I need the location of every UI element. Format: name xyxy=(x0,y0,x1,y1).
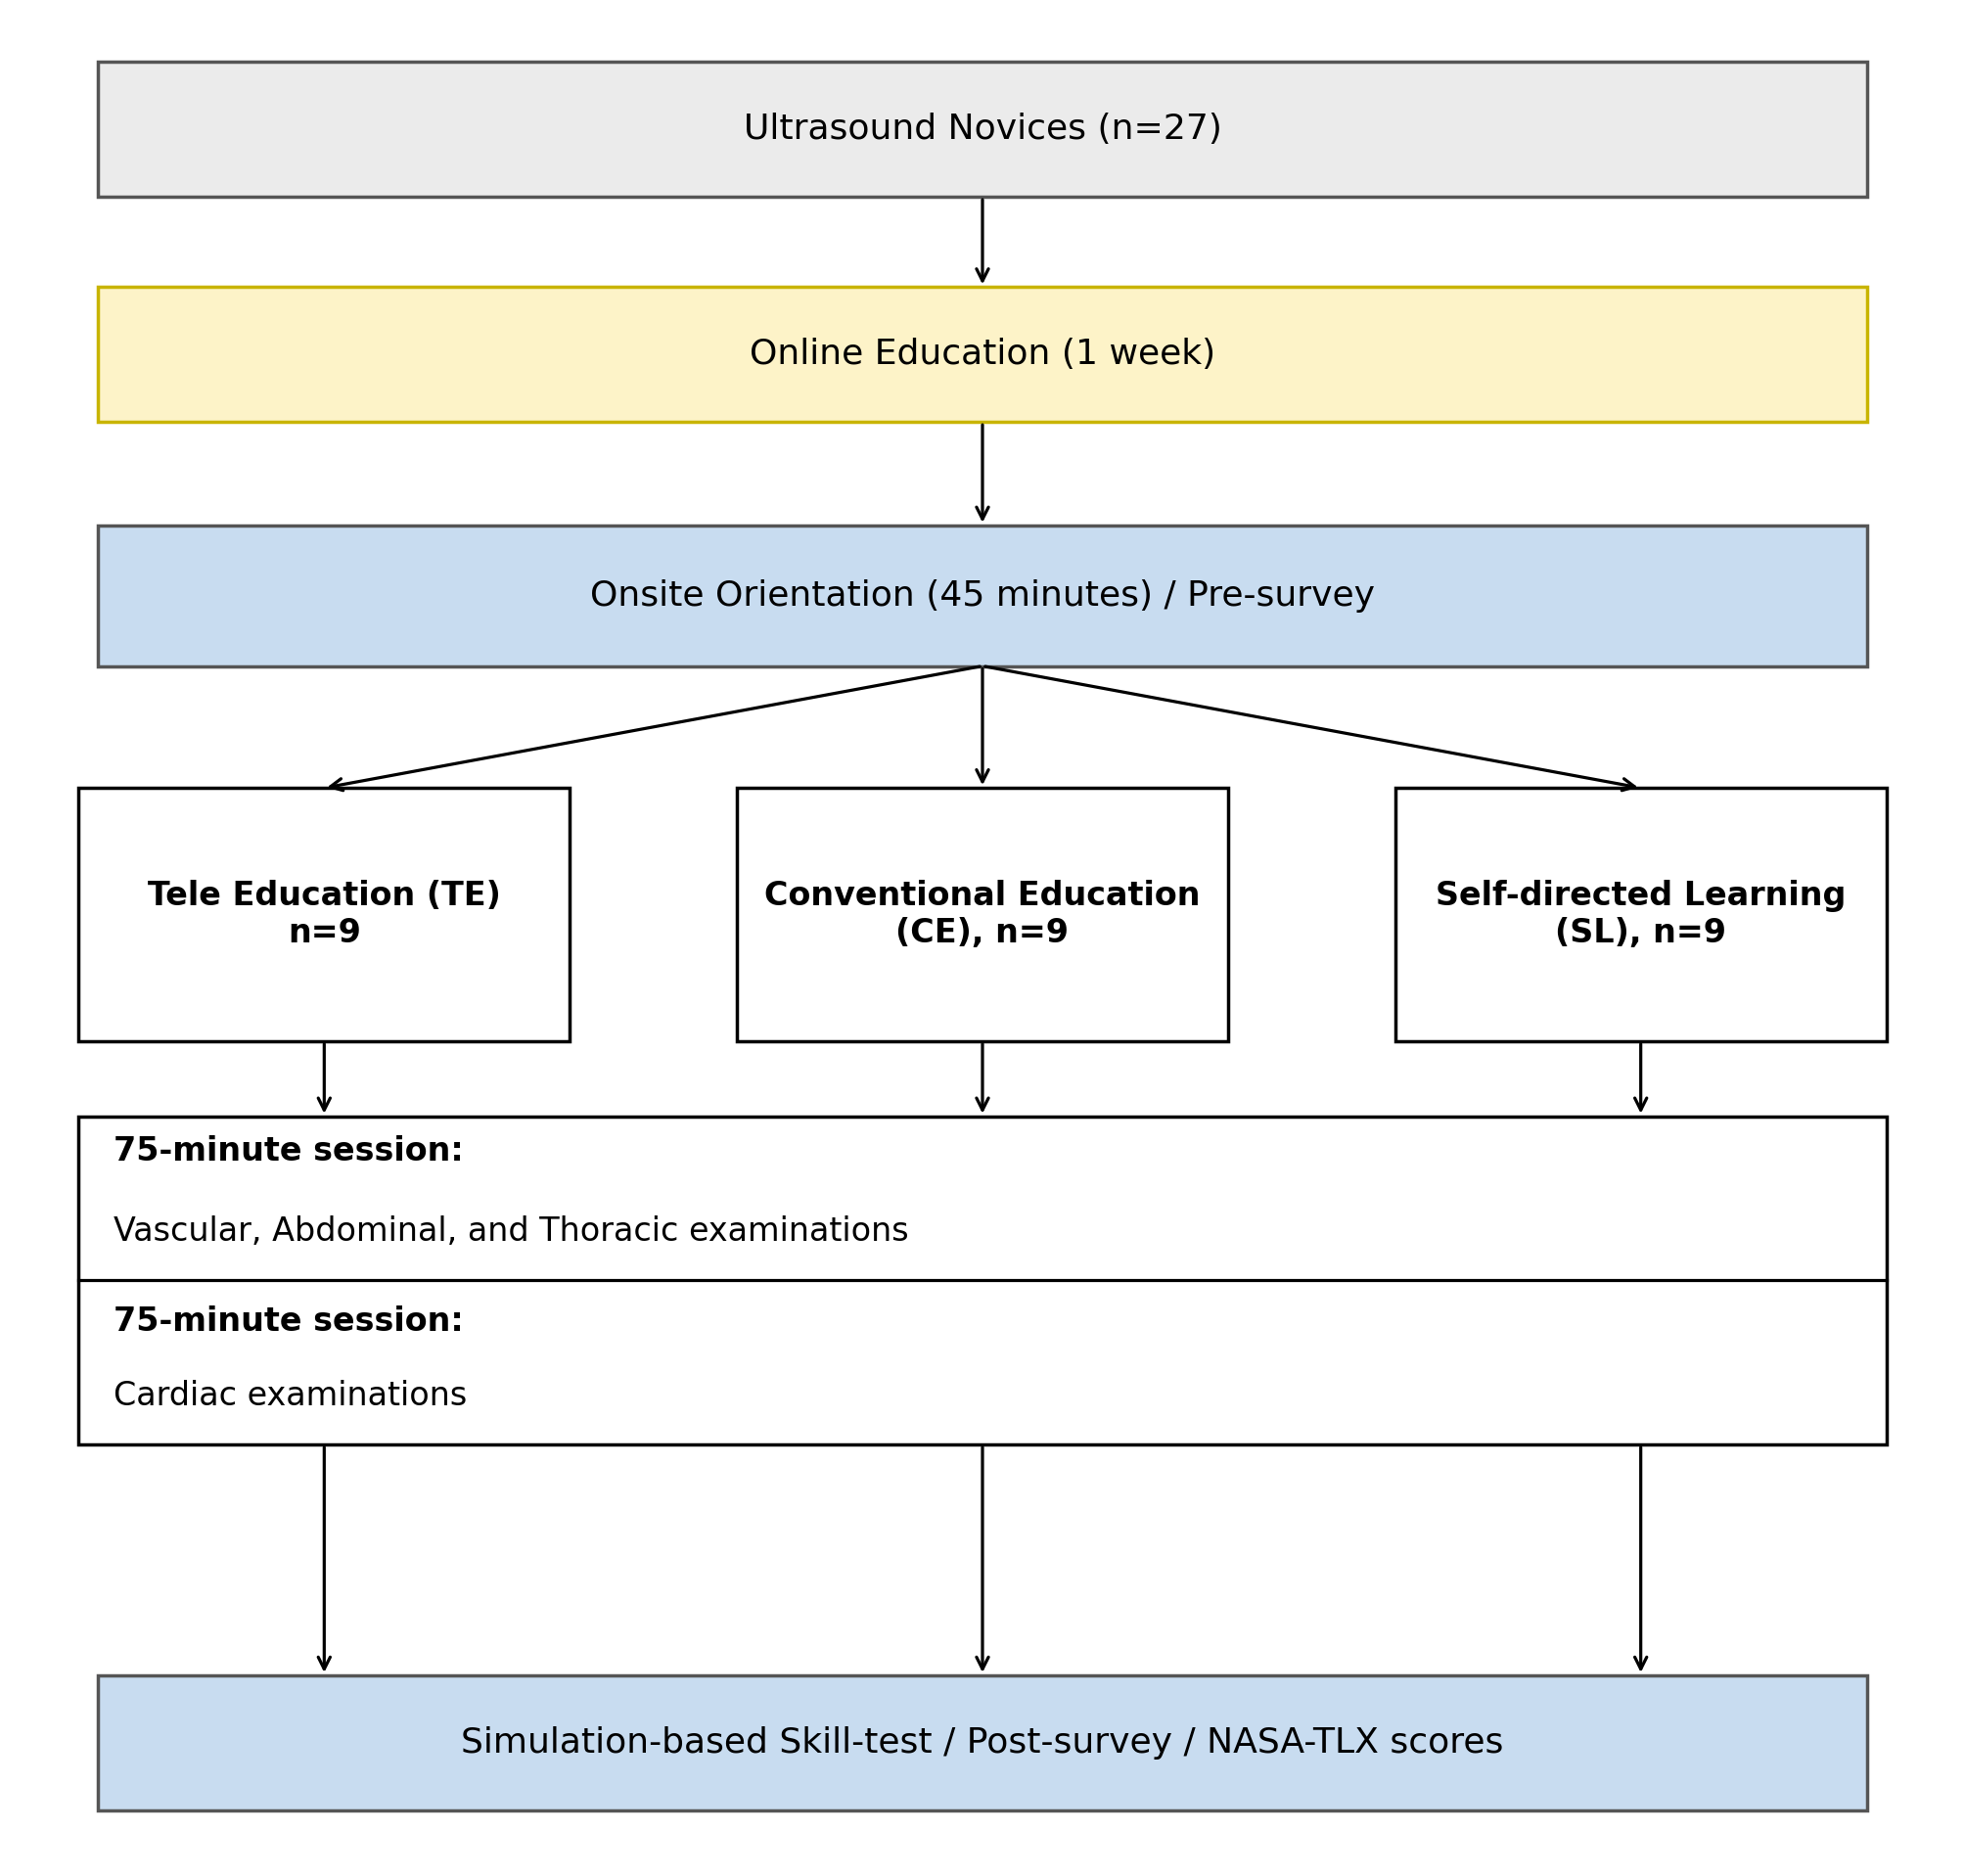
Bar xyxy=(1394,788,1885,1041)
Text: Self-directed Learning
(SL), n=9: Self-directed Learning (SL), n=9 xyxy=(1436,880,1844,949)
Text: Onsite Orientation (45 minutes) / Pre-survey: Onsite Orientation (45 minutes) / Pre-su… xyxy=(589,580,1375,612)
Bar xyxy=(736,788,1228,1041)
Text: 75-minute session:: 75-minute session: xyxy=(114,1306,464,1338)
Text: Cardiac examinations: Cardiac examinations xyxy=(114,1381,467,1413)
Text: Simulation-based Skill-test / Post-survey / NASA-TLX scores: Simulation-based Skill-test / Post-surve… xyxy=(462,1726,1502,1760)
Text: Tele Education (TE)
n=9: Tele Education (TE) n=9 xyxy=(147,880,501,949)
Text: Conventional Education
(CE), n=9: Conventional Education (CE), n=9 xyxy=(764,880,1200,949)
Bar xyxy=(98,62,1866,197)
Text: 75-minute session:: 75-minute session: xyxy=(114,1135,464,1167)
Bar xyxy=(98,287,1866,422)
Text: Online Education (1 week): Online Education (1 week) xyxy=(748,338,1216,371)
Bar xyxy=(98,1675,1866,1810)
Bar xyxy=(79,1116,1885,1445)
Bar xyxy=(98,525,1866,666)
Bar xyxy=(79,788,570,1041)
Text: Ultrasound Novices (n=27): Ultrasound Novices (n=27) xyxy=(742,113,1222,146)
Text: Vascular, Abdominal, and Thoracic examinations: Vascular, Abdominal, and Thoracic examin… xyxy=(114,1216,909,1248)
